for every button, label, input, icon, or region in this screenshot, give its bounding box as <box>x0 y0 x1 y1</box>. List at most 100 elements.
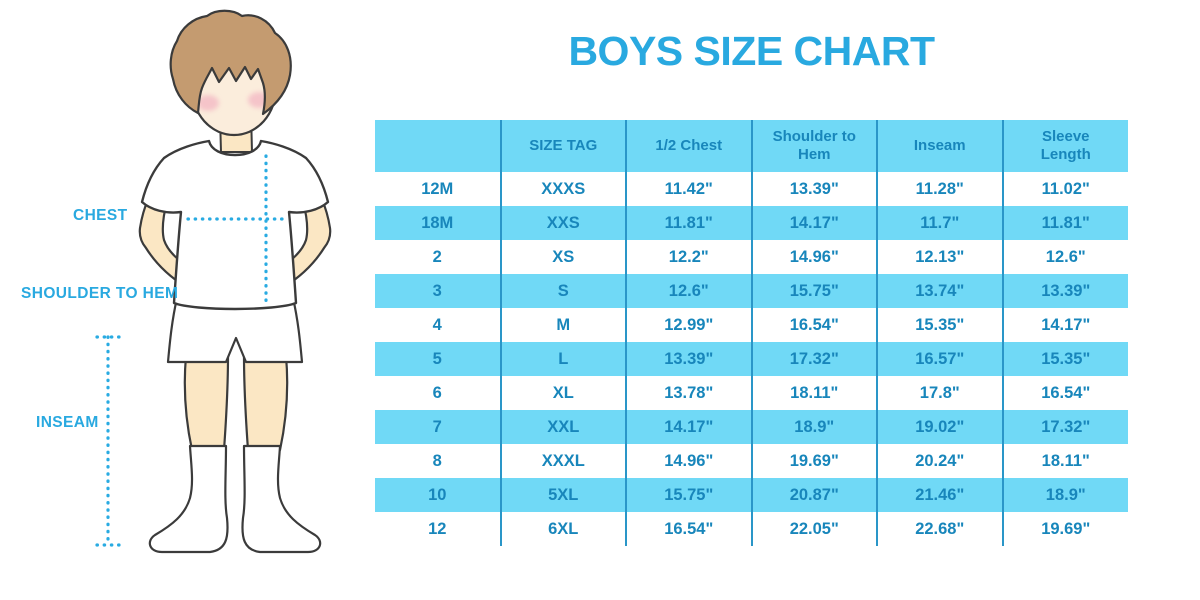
measurement-cell: 17.8" <box>877 376 1004 410</box>
measurement-cell: 22.68" <box>877 512 1004 546</box>
measurement-cell: 16.54" <box>1002 376 1128 410</box>
legs <box>183 354 289 452</box>
table-row: 8 XXXL 14.96" 19.69" 20.24" 18.11" <box>375 444 1128 478</box>
measurement-cell: 14.17" <box>1002 308 1128 342</box>
size-cell: 10 <box>375 478 502 512</box>
size-table-body: 12M XXXS 11.42" 13.39" 11.28" 11.02" 18M XXS 11.… <box>375 172 1128 546</box>
size-tag-cell: XS <box>500 240 627 274</box>
table-row: 18M XXS 11.81" 14.17" 11.7" 11.81" <box>375 206 1128 240</box>
table-row: 4 M 12.99" 16.54" 15.35" 14.17" <box>375 308 1128 342</box>
measurement-cell: 11.28" <box>877 172 1004 206</box>
measurement-cell: 13.39" <box>1002 274 1128 308</box>
size-tag-cell: 6XL <box>500 512 627 546</box>
measurement-cell: 18.9" <box>1002 478 1128 512</box>
page-title: BOYS SIZE CHART <box>568 28 935 74</box>
column-header: Inseam <box>877 120 1004 172</box>
size-cell: 7 <box>375 410 502 444</box>
socks <box>148 444 322 554</box>
shoulder-to-hem-label: SHOULDER TO HEM <box>21 285 179 302</box>
left-sock <box>148 444 229 554</box>
size-tag-cell: XXL <box>500 410 627 444</box>
size-tag-cell: M <box>500 308 627 342</box>
measurement-cell: 18.11" <box>751 376 878 410</box>
table-row: 5 L 13.39" 17.32" 16.57" 15.35" <box>375 342 1128 376</box>
measurement-cell: 17.32" <box>1002 410 1128 444</box>
column-header: Sleeve Length <box>1002 120 1128 172</box>
measurement-cell: 14.17" <box>626 410 753 444</box>
measurement-cell: 11.42" <box>626 172 753 206</box>
measurement-cell: 14.96" <box>626 444 753 478</box>
left-blush <box>197 95 219 111</box>
size-cell: 8 <box>375 444 502 478</box>
table-row: 12 6XL 16.54" 22.05" 22.68" 19.69" <box>375 512 1128 546</box>
measurement-cell: 15.75" <box>751 274 878 308</box>
chest-label: CHEST <box>73 207 128 224</box>
corner-header-cell <box>375 120 502 172</box>
measurement-cell: 11.02" <box>1002 172 1128 206</box>
size-tag-cell: XL <box>500 376 627 410</box>
measurement-cell: 15.75" <box>626 478 753 512</box>
measurement-cell: 18.9" <box>751 410 878 444</box>
head <box>169 9 292 137</box>
measurement-cell: 12.6" <box>1002 240 1128 274</box>
size-cell: 5 <box>375 342 502 376</box>
column-header: Shoulder to Hem <box>751 120 878 172</box>
size-cell: 12 <box>375 512 502 546</box>
measurement-cell: 16.54" <box>626 512 753 546</box>
boy-figure-svg <box>95 9 332 554</box>
table-row: 2 XS 12.2" 14.96" 12.13" 12.6" <box>375 240 1128 274</box>
measurement-cell: 19.02" <box>877 410 1004 444</box>
measurement-lines <box>95 154 288 547</box>
measurement-cell: 11.81" <box>626 206 753 240</box>
boy-illustration <box>0 0 360 600</box>
size-cell: 6 <box>375 376 502 410</box>
measurement-cell: 13.39" <box>626 342 753 376</box>
size-table-head: SIZE TAG 1/2 Chest Shoulder to Hem Inseam Sl… <box>375 120 1128 172</box>
measurement-cell: 11.7" <box>877 206 1004 240</box>
size-tag-cell: XXXS <box>500 172 627 206</box>
measurement-cell: 12.13" <box>877 240 1004 274</box>
table-row: 12M XXXS 11.42" 13.39" 11.28" 11.02" <box>375 172 1128 206</box>
measurement-cell: 14.96" <box>751 240 878 274</box>
measurement-cell: 13.39" <box>751 172 878 206</box>
size-tag-cell: 5XL <box>500 478 627 512</box>
measurement-cell: 22.05" <box>751 512 878 546</box>
measurement-cell: 12.6" <box>626 274 753 308</box>
table-row: 7 XXL 14.17" 18.9" 19.02" 17.32" <box>375 410 1128 444</box>
table-row: 6 XL 13.78" 18.11" 17.8" 16.54" <box>375 376 1128 410</box>
measurement-cell: 15.35" <box>877 308 1004 342</box>
measurement-cell: 18.11" <box>1002 444 1128 478</box>
measurement-cell: 20.24" <box>877 444 1004 478</box>
t-shirt <box>140 139 330 311</box>
measurement-cell: 13.74" <box>877 274 1004 308</box>
size-cell: 4 <box>375 308 502 342</box>
size-tag-cell: S <box>500 274 627 308</box>
size-table: SIZE TAG 1/2 Chest Shoulder to Hem Inseam Sl… <box>375 120 1128 546</box>
size-tag-cell: XXXL <box>500 444 627 478</box>
measurement-cell: 13.78" <box>626 376 753 410</box>
column-header: 1/2 Chest <box>626 120 753 172</box>
size-cell: 18M <box>375 206 502 240</box>
size-cell: 12M <box>375 172 502 206</box>
table-row: 10 5XL 15.75" 20.87" 21.46" 18.9" <box>375 478 1128 512</box>
measurement-cell: 12.2" <box>626 240 753 274</box>
table-row: 3 S 12.6" 15.75" 13.74" 13.39" <box>375 274 1128 308</box>
measurement-cell: 17.32" <box>751 342 878 376</box>
size-tag-cell: L <box>500 342 627 376</box>
measurement-cell: 11.81" <box>1002 206 1128 240</box>
left-leg <box>183 354 230 452</box>
right-leg <box>242 354 289 452</box>
measurement-cell: 20.87" <box>751 478 878 512</box>
measurement-cell: 21.46" <box>877 478 1004 512</box>
measurement-cell: 19.69" <box>751 444 878 478</box>
size-table-header-row: SIZE TAG 1/2 Chest Shoulder to Hem Inseam Sl… <box>375 120 1128 172</box>
size-cell: 3 <box>375 274 502 308</box>
right-sock <box>241 444 322 554</box>
measurement-cell: 15.35" <box>1002 342 1128 376</box>
size-cell: 2 <box>375 240 502 274</box>
hair <box>169 9 292 116</box>
measurement-cell: 14.17" <box>751 206 878 240</box>
measurement-cell: 16.57" <box>877 342 1004 376</box>
size-tag-cell: XXS <box>500 206 627 240</box>
